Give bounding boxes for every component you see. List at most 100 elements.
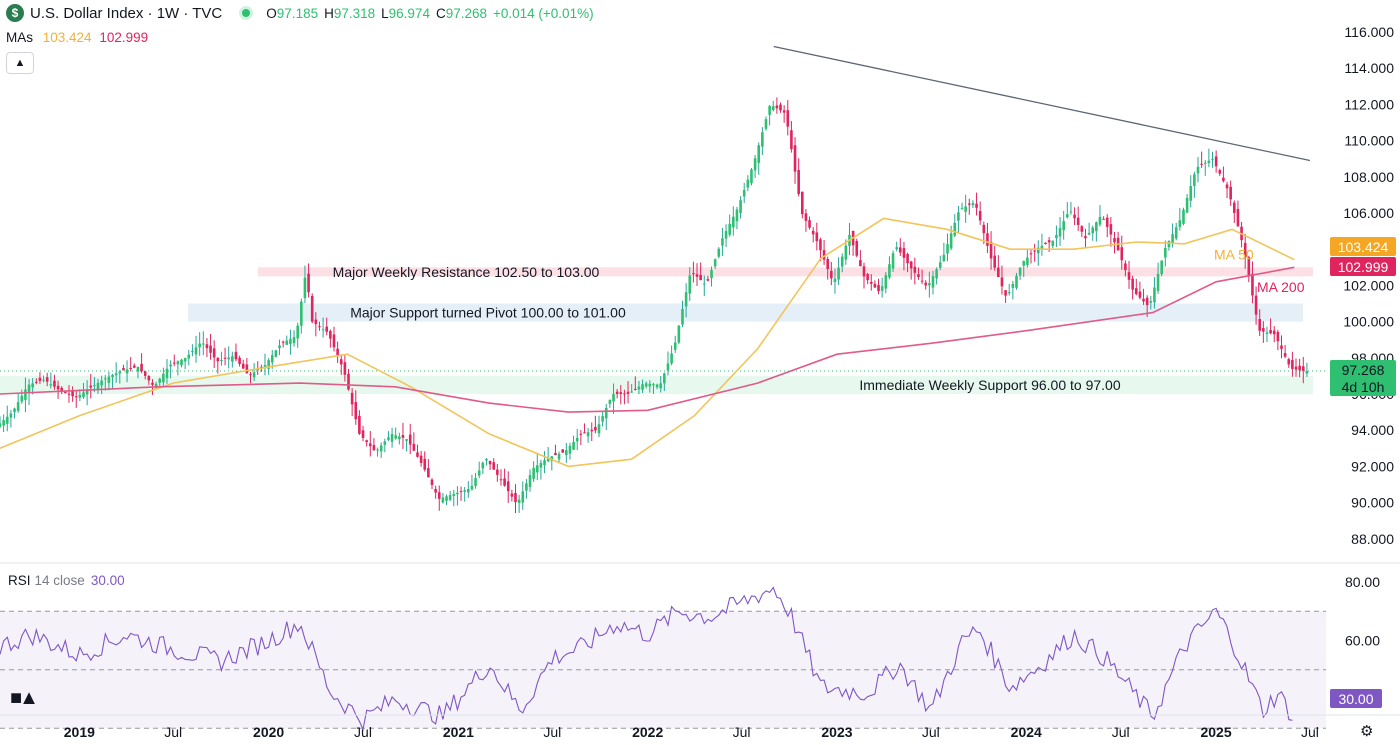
candle-body bbox=[263, 365, 267, 369]
candle-body bbox=[122, 368, 125, 371]
candle-body bbox=[528, 475, 532, 488]
rsi-value-tag bbox=[1330, 689, 1382, 708]
candle-body bbox=[1262, 328, 1265, 332]
candle-body bbox=[681, 308, 684, 325]
candle-body bbox=[917, 274, 920, 278]
candle-body bbox=[612, 394, 615, 402]
candle-body bbox=[474, 478, 477, 486]
ma-legend-label: MAs bbox=[6, 30, 33, 45]
rsi-line bbox=[0, 586, 1293, 732]
candle-body bbox=[1200, 163, 1203, 165]
candle-body bbox=[837, 267, 840, 280]
candle-body bbox=[205, 344, 209, 349]
candle-body bbox=[1232, 202, 1236, 213]
candle-body bbox=[978, 211, 982, 221]
candle-body bbox=[702, 283, 706, 285]
candle-body bbox=[750, 169, 753, 184]
candle-body bbox=[390, 434, 394, 442]
ohlc-value: 97.268 bbox=[445, 5, 487, 21]
candle-body bbox=[579, 433, 583, 435]
candle-body bbox=[931, 276, 935, 288]
candle-body bbox=[118, 371, 122, 374]
candle-body bbox=[938, 262, 942, 268]
price-tag-label: 102.999 bbox=[1338, 259, 1389, 275]
symbol-title[interactable]: U.S. Dollar Index · 1W · TVC bbox=[30, 4, 223, 22]
rsi-legend: RSI 14 close 30.00 bbox=[8, 573, 125, 588]
candle-body bbox=[1243, 242, 1247, 258]
candle-body bbox=[0, 423, 2, 427]
candle-body bbox=[1055, 235, 1058, 239]
candle-body bbox=[993, 255, 996, 268]
x-tick-label: Jul bbox=[1112, 724, 1130, 740]
market-status-icon bbox=[242, 9, 251, 17]
candle-body bbox=[953, 222, 957, 236]
candle-body bbox=[525, 483, 528, 491]
candle-body bbox=[1222, 177, 1225, 181]
candle-body bbox=[180, 359, 183, 366]
candle-body bbox=[107, 376, 111, 383]
candle-body bbox=[321, 329, 325, 331]
candle-body bbox=[1276, 331, 1280, 342]
candle-body bbox=[1026, 257, 1029, 265]
price-tag-label: 103.424 bbox=[1338, 239, 1389, 255]
candle-body bbox=[1134, 288, 1138, 295]
candle-body bbox=[909, 261, 913, 269]
candle-body bbox=[764, 119, 768, 129]
candle-body bbox=[967, 203, 971, 205]
ohlc-value: +0.014 (+0.01%) bbox=[493, 5, 594, 21]
candle-body bbox=[757, 145, 761, 163]
candle-body bbox=[1036, 247, 1040, 254]
candle-body bbox=[314, 319, 318, 325]
candle-body bbox=[532, 467, 535, 479]
candle-body bbox=[292, 337, 296, 344]
candle-body bbox=[96, 382, 100, 390]
candle-body bbox=[830, 270, 833, 279]
candle-body bbox=[732, 216, 735, 228]
candle-body bbox=[833, 278, 837, 282]
candle-body bbox=[412, 443, 416, 451]
candle-body bbox=[1004, 290, 1007, 296]
y-tick-label: 110.000 bbox=[1344, 133, 1394, 149]
candle-body bbox=[506, 481, 510, 492]
x-tick-label: 2025 bbox=[1200, 724, 1231, 740]
trendline bbox=[773, 45, 1311, 162]
x-tick-label: Jul bbox=[1301, 724, 1319, 740]
ohlc-key: C bbox=[435, 5, 446, 21]
axis-layer: 116.000 114.000 112.000 110.000 108.000 106.0… bbox=[0, 24, 1400, 740]
candle-body bbox=[20, 395, 24, 402]
candle-body bbox=[728, 223, 731, 235]
candle-body bbox=[430, 479, 434, 485]
rsi-label: RSI bbox=[8, 573, 31, 588]
chevron-up-icon[interactable]: ▲ bbox=[6, 52, 34, 74]
candle-body bbox=[1131, 278, 1134, 290]
candle-body bbox=[1040, 245, 1044, 249]
candle-body bbox=[1287, 359, 1291, 365]
price-tag bbox=[1330, 257, 1396, 276]
price-tag bbox=[1330, 237, 1396, 256]
candle-body bbox=[565, 450, 568, 456]
candle-body bbox=[1145, 297, 1149, 306]
x-tick-label: 2022 bbox=[632, 724, 663, 740]
tradingview-logo-icon[interactable]: ■▲ bbox=[10, 687, 39, 709]
candle-body bbox=[503, 478, 506, 486]
candle-body bbox=[1225, 184, 1229, 189]
candle-body bbox=[398, 436, 401, 440]
gear-icon[interactable]: ⚙ bbox=[1360, 723, 1374, 740]
candle-body bbox=[1044, 242, 1047, 245]
candle-body bbox=[964, 206, 967, 212]
candle-body bbox=[928, 283, 931, 286]
candle-body bbox=[187, 354, 191, 359]
candle-body bbox=[151, 382, 154, 385]
candle-body bbox=[300, 301, 303, 326]
candle-body bbox=[347, 373, 350, 390]
x-tick-label: 2024 bbox=[1011, 724, 1042, 740]
candle-body bbox=[1095, 222, 1098, 232]
candle-body bbox=[227, 357, 231, 360]
y-tick-label: 88.000 bbox=[1351, 531, 1394, 547]
candle-body bbox=[869, 281, 873, 284]
y-tick-label: 106.000 bbox=[1343, 205, 1394, 221]
candle-body bbox=[601, 416, 604, 422]
candle-body bbox=[176, 361, 180, 365]
candle-body bbox=[673, 342, 677, 350]
